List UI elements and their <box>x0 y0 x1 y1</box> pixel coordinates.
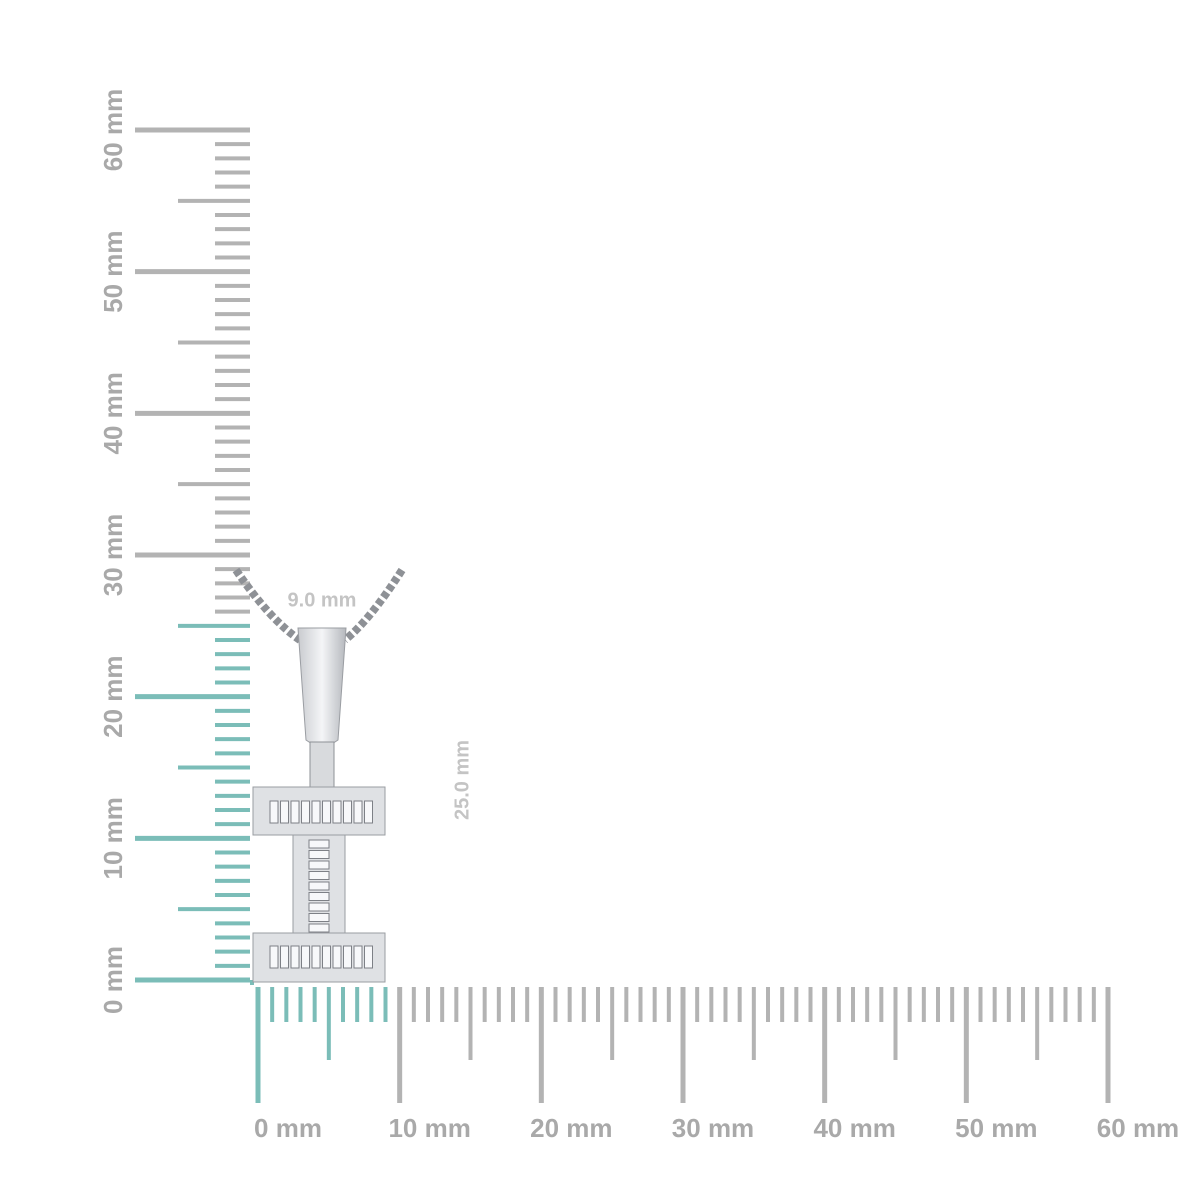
h-label: 20 mm <box>530 1113 612 1143</box>
stone <box>343 945 352 969</box>
stone <box>364 945 373 969</box>
stone <box>308 881 330 891</box>
chain <box>342 567 406 644</box>
stone <box>290 800 300 824</box>
v-label: 40 mm <box>98 372 128 454</box>
stone <box>308 892 330 901</box>
stone <box>322 800 331 824</box>
stone <box>308 871 330 880</box>
chain <box>232 567 303 644</box>
stone <box>269 800 279 824</box>
bail <box>297 627 347 747</box>
stone <box>308 860 330 870</box>
stone <box>308 913 330 922</box>
v-label: 0 mm <box>98 946 128 1014</box>
stone <box>343 800 352 824</box>
stone <box>301 945 310 969</box>
stone <box>308 902 330 912</box>
pendant <box>232 567 406 983</box>
stone <box>290 945 300 969</box>
stone <box>311 945 321 969</box>
stone <box>308 923 330 933</box>
h-label: 60 mm <box>1097 1113 1179 1143</box>
stone <box>308 839 330 849</box>
ruler-labels: 0 mm 10 mm 20 mm 30 mm 40 mm 50 mm 60 mm 0 mm 10… <box>98 89 1179 1143</box>
height-label: 25.0 mm <box>451 740 473 820</box>
stone <box>353 800 363 824</box>
stone <box>280 800 289 824</box>
stone <box>353 945 363 969</box>
stone <box>364 800 373 824</box>
v-label: 30 mm <box>98 514 128 596</box>
stone <box>332 945 342 969</box>
stone <box>322 945 331 969</box>
h-label: 30 mm <box>672 1113 754 1143</box>
stone <box>301 800 310 824</box>
width-label: 9.0 mm <box>288 589 357 611</box>
stone <box>311 800 321 824</box>
h-label: 40 mm <box>813 1113 895 1143</box>
h-label: 0 mm <box>254 1113 322 1143</box>
stone <box>269 945 279 969</box>
stone <box>332 800 342 824</box>
v-label: 60 mm <box>98 89 128 171</box>
link <box>309 741 335 789</box>
v-label: 20 mm <box>98 655 128 737</box>
h-label: 50 mm <box>955 1113 1037 1143</box>
rulers <box>135 127 1111 1103</box>
baguettes <box>269 800 373 969</box>
h-label: 10 mm <box>388 1113 470 1143</box>
stone <box>280 945 289 969</box>
v-label: 50 mm <box>98 230 128 312</box>
v-label: 10 mm <box>98 797 128 879</box>
stone <box>308 850 330 859</box>
